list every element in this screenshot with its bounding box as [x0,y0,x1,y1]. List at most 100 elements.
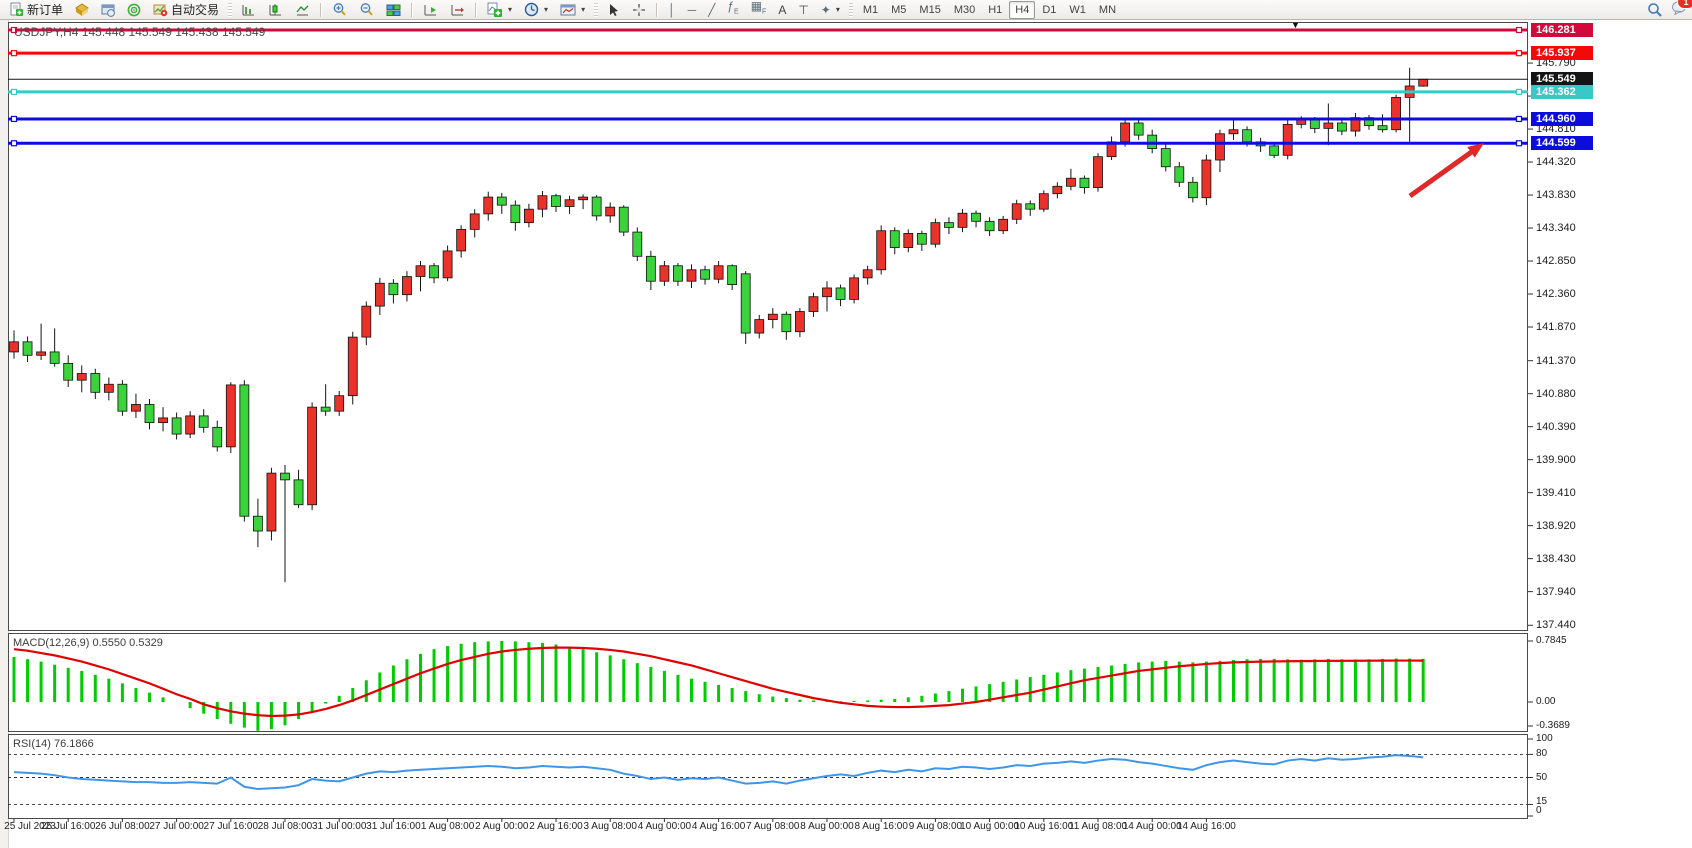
bear-candle [1187,181,1198,199]
tile-windows-button[interactable] [381,0,406,19]
crosshair-tool-button[interactable] [627,0,651,19]
bear-candle [740,273,751,334]
bull-candle [564,199,575,207]
bull-candle [957,212,968,228]
bull-candle [862,269,873,279]
cursor-tool-button[interactable] [602,0,625,19]
timeframe-button-M15[interactable]: M15 [919,3,941,16]
timeframe-button-MN[interactable]: MN [1098,3,1117,16]
new-order-button[interactable]: 新订单 [4,0,68,19]
horizontal-line-tool-button[interactable]: ─ [683,0,702,19]
bull-candle [1201,159,1212,199]
price-tick-label: 144.320 [1536,156,1576,169]
time-axis-label: 9 Aug 08:00 [908,821,963,832]
search-icon[interactable] [1647,2,1663,18]
hline-handle[interactable] [10,26,18,34]
zoom-in-button[interactable] [327,0,352,19]
time-axis-label: 2 Aug 16:00 [529,821,583,832]
time-axis-label: 4 Aug 16:00 [691,821,746,832]
bear-candle [632,231,643,257]
candlestick-chart-icon [269,3,282,15]
bull-candle [822,287,832,298]
bull-candle [334,395,345,412]
templates-button[interactable]: ▾ [555,0,590,19]
zoom-out-button[interactable] [354,0,379,19]
hline-handle[interactable] [1515,26,1523,34]
timeframe-button-M1[interactable]: M1 [862,3,879,16]
price-tick-label: 138.430 [1536,552,1576,565]
timeframe-button-H4[interactable]: H4 [1009,0,1036,19]
auto-scroll-icon [424,4,437,15]
bear-candle [984,220,995,232]
bear-candle [591,196,602,217]
fibonacci-tool-button[interactable]: ▦F [746,0,772,19]
bear-candle [835,287,846,300]
text-tool-button[interactable]: A [773,0,791,19]
trendline-tool-button[interactable]: ╱ [703,0,720,19]
timeframe-button-H1[interactable]: H1 [988,3,1003,16]
macd-label: MACD(12,26,9) 0.5550 0.5329 [13,637,163,649]
time-axis-label: 2 Aug 00:00 [475,821,529,832]
timeframe-button-M30[interactable]: M30 [953,3,976,16]
bear-candle [1133,122,1144,136]
hline-handle[interactable] [10,140,18,147]
bar-chart-button[interactable] [236,0,261,19]
time-axis-label: 8 Aug 00:00 [800,821,854,832]
timeframe-button-D1[interactable]: D1 [1042,3,1057,16]
time-axis-label: 14 Aug 16:00 [1176,821,1236,832]
bull-candle [483,196,494,215]
timeframe-button-M5[interactable]: M5 [891,3,907,16]
bull-candle [307,406,318,506]
bull-candle [849,277,859,300]
zoom-out-icon [360,3,373,16]
bear-candle [90,373,101,393]
hline-handle[interactable] [1515,140,1523,147]
hline-handle[interactable] [1515,50,1523,57]
shapes-tool-button[interactable]: ✦ ▾ [816,0,845,19]
bear-candle [645,255,656,282]
bear-candle [496,196,507,206]
periods-button[interactable]: ▾ [519,0,553,19]
templates-icon [560,4,576,15]
rsi-scale-label: 50 [1536,771,1548,783]
auto-scroll-button[interactable] [418,0,443,19]
data-window-button[interactable] [96,0,120,19]
bear-candle [252,515,263,532]
hline-handle[interactable] [10,50,18,57]
hline-handle[interactable] [10,115,18,123]
candlestick-chart-button[interactable] [263,0,288,19]
bull-candle [713,265,724,280]
navigator-button[interactable] [122,0,146,19]
timeframe-button-W1[interactable]: W1 [1069,3,1086,16]
autotrade-button[interactable]: 自动交易 [148,0,224,19]
price-badge-145.362: 145.362 [1531,84,1593,99]
toolbar-grip [594,2,599,17]
chart-shift-marker-icon[interactable]: ▼ [1291,20,1300,30]
data-window-icon [101,4,115,17]
market-watch-icon [75,2,89,16]
channel-tool-button[interactable]: ƒE [722,0,743,19]
line-chart-button[interactable] [290,0,315,19]
dropdown-caret-icon: ▾ [835,5,840,14]
add-indicator-button[interactable]: ▾ [482,0,517,19]
notifications-button[interactable]: 1 [1671,0,1692,20]
price-badge-146.281: 146.281 [1531,23,1593,37]
text-label-tool-button[interactable]: ⊤ [793,0,813,19]
rsi-scale-label: 15 [1536,796,1548,807]
hline-handle[interactable] [1515,88,1523,95]
market-watch-button[interactable] [70,0,94,19]
bull-candle [659,265,670,282]
chart-shift-button[interactable] [445,0,470,19]
bear-candle [171,417,182,435]
bear-candle [944,222,954,228]
bull-candle [415,265,426,277]
trend-arrow-annotation[interactable] [1408,145,1479,199]
time-axis-label: 25 Jul 2023 [4,821,56,832]
bear-candle [618,206,629,233]
price-badge-144.599: 144.599 [1531,136,1593,151]
time-axis-label: 7 Aug 08:00 [746,821,800,832]
vertical-line-tool-button[interactable]: │ [663,0,681,19]
hline-handle[interactable] [10,88,18,95]
hline-handle[interactable] [1515,115,1523,123]
